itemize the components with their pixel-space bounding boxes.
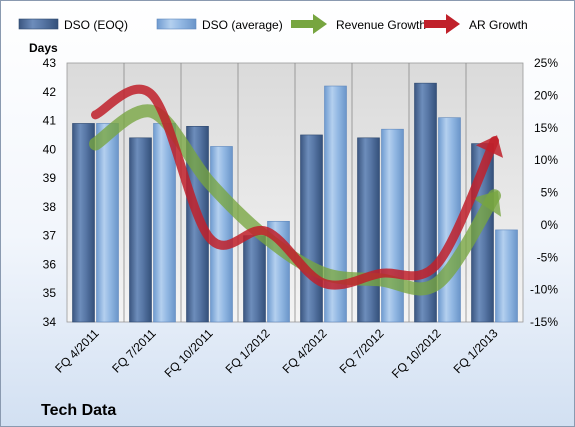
legend-item: AR Growth <box>424 14 528 34</box>
legend-arrowhead <box>313 14 327 34</box>
legend-label: DSO (EOQ) <box>64 18 128 32</box>
x-tick-label: FQ 10/2012 <box>389 326 444 381</box>
legend-arrowhead <box>446 14 460 34</box>
x-tick-label: FQ 1/2013 <box>451 326 501 376</box>
legend-swatch <box>424 20 446 28</box>
legend: DSO (EOQ) DSO (average) Revenue Growth AR G… <box>18 14 528 34</box>
chart-title: Tech Data <box>41 402 116 419</box>
x-tick-label: FQ 7/2011 <box>109 326 159 376</box>
y-axis-right-ticks: -15% -10% -5% 0% 5% 10% 15% 20% 25% <box>530 56 558 329</box>
legend-label: AR Growth <box>469 18 528 32</box>
ar-growth-arrowhead <box>475 135 504 158</box>
y2-tick-label: 15% <box>534 121 558 135</box>
legend-item: DSO (EOQ) <box>18 18 128 32</box>
y-tick-label: 36 <box>43 257 57 271</box>
x-axis-ticks: FQ 4/2011 FQ 7/2011 FQ 10/2011 FQ 1/2012 FQ … <box>52 326 501 381</box>
legend-label: Revenue Growth <box>336 18 426 32</box>
ar-growth-line <box>91 84 499 290</box>
bar-dso-average <box>381 128 404 323</box>
y2-tick-label: 10% <box>534 153 558 167</box>
bar-dso-eoq <box>300 134 323 323</box>
y2-tick-label: 20% <box>534 88 558 102</box>
y-tick-label: 43 <box>43 56 57 70</box>
y-axis-title: Days <box>29 41 58 55</box>
bar-dso-eoq <box>72 123 95 323</box>
x-tick-label: FQ 1/2012 <box>223 326 273 376</box>
growth-lines-group <box>89 84 504 296</box>
legend-swatch <box>156 18 197 30</box>
x-tick-label: FQ 7/2012 <box>337 326 387 376</box>
bar-dso-average <box>210 146 233 323</box>
bar-dso-average <box>324 85 347 323</box>
x-tick-label: FQ 4/2012 <box>280 326 330 376</box>
y-tick-label: 42 <box>43 85 57 99</box>
y-tick-label: 41 <box>43 114 57 128</box>
bar-dso-eoq <box>129 137 152 323</box>
bar-dso-average <box>96 123 119 323</box>
y2-tick-label: -5% <box>537 250 559 264</box>
bar-dso-eoq <box>243 235 266 323</box>
x-tick-label: FQ 4/2011 <box>52 326 102 376</box>
x-tick-label: FQ 10/2011 <box>162 326 216 380</box>
y2-tick-label: 0% <box>541 218 559 232</box>
y-tick-label: 34 <box>43 315 57 329</box>
bar-dso-eoq <box>357 137 380 323</box>
y-tick-label: 35 <box>43 286 57 300</box>
y2-tick-label: -10% <box>530 283 558 297</box>
y-axis-left-ticks: 34 35 36 37 38 39 40 41 42 43 <box>43 56 57 329</box>
y-tick-label: 37 <box>43 229 57 243</box>
legend-label: DSO (average) <box>202 18 283 32</box>
y2-tick-label: -15% <box>530 315 558 329</box>
bar-dso-eoq <box>414 82 437 323</box>
legend-item: DSO (average) <box>156 18 283 32</box>
y-tick-label: 38 <box>43 200 57 214</box>
y2-tick-label: 25% <box>534 56 558 70</box>
y2-tick-label: 5% <box>541 186 559 200</box>
legend-item: Revenue Growth <box>291 14 426 34</box>
legend-swatch <box>291 20 313 28</box>
revenue-growth-arrowhead <box>472 190 502 217</box>
y-tick-label: 40 <box>43 142 57 156</box>
bar-dso-average <box>153 123 176 323</box>
legend-swatch <box>18 18 59 30</box>
y-tick-label: 39 <box>43 171 57 185</box>
bar-dso-average <box>495 229 518 323</box>
